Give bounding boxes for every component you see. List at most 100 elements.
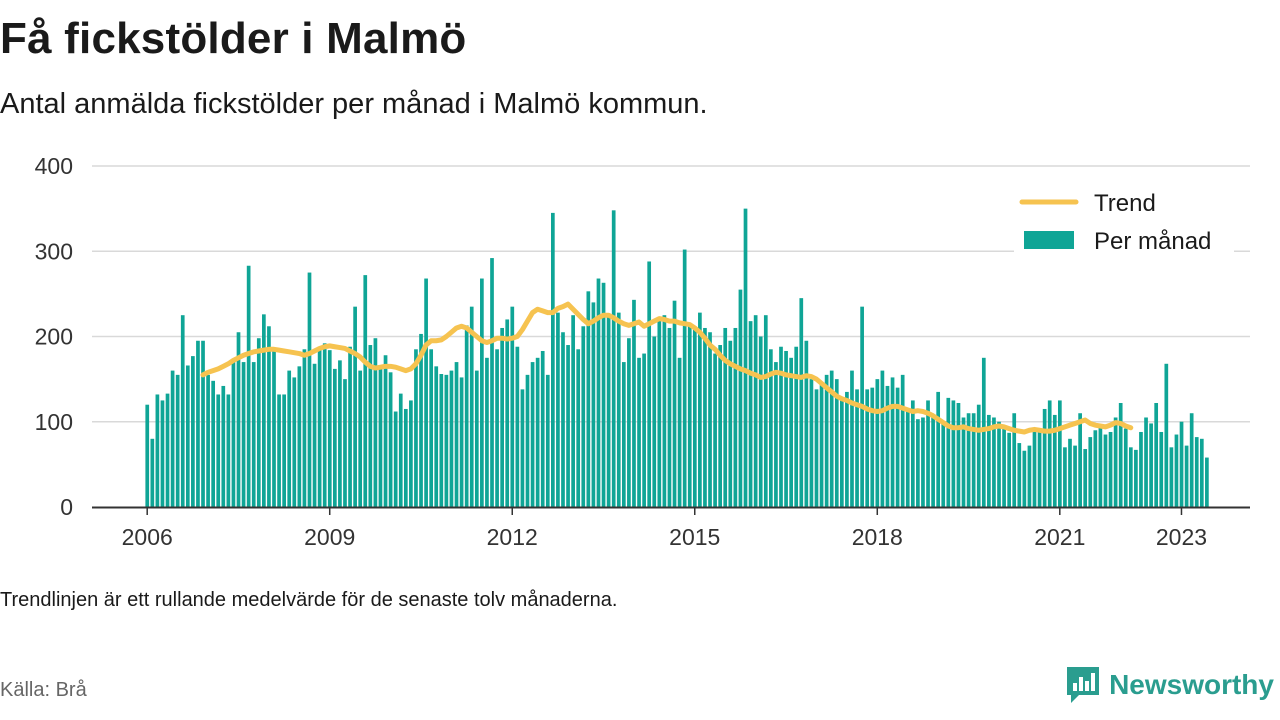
bar [1078,413,1082,507]
bar [1123,428,1128,507]
bar [850,370,854,507]
bar [353,306,357,507]
bar [1037,430,1042,507]
brand-name: Newsworthy [1109,669,1274,700]
bar [1118,403,1123,507]
bar [966,413,971,507]
bar [216,394,221,507]
bar-chart-speech-bubble-icon [1067,667,1100,703]
bar [809,379,814,508]
bar [992,417,996,507]
bar [545,374,550,507]
bar [327,350,332,507]
bar [738,289,743,507]
bar [753,315,758,507]
bar [231,362,236,507]
bar [789,357,793,507]
bar [368,345,373,507]
bar [855,389,859,507]
bar [606,315,611,507]
bar [586,291,591,507]
bar [1063,447,1067,507]
bar [1088,437,1093,507]
bar [180,315,185,507]
bar [414,349,418,507]
bar [627,338,631,507]
bar [880,370,885,507]
bar [703,327,707,507]
bar [444,374,449,507]
bar [1017,443,1022,507]
bar [378,366,383,507]
bar [997,421,1001,507]
bar [1199,438,1204,507]
bar [388,372,393,507]
bar [951,400,956,507]
bar [165,393,170,507]
x-tick-label: 2009 [304,524,355,550]
bar [1058,400,1062,507]
bar [839,397,844,507]
bar [910,400,915,507]
bar [525,374,530,507]
bar [981,357,986,507]
bar [439,374,444,507]
bar [226,394,231,507]
bar [490,258,494,507]
bar [535,357,540,507]
bar [282,394,286,507]
bar [520,389,525,507]
legend-background [1014,180,1234,266]
bar [657,319,662,507]
bar [1154,403,1159,507]
bar [201,340,205,507]
bar [647,261,652,507]
bar [251,362,256,507]
y-tick-label: 200 [35,324,73,350]
bar [505,319,510,507]
y-tick-label: 100 [35,409,73,435]
bar [338,360,342,507]
y-tick-label: 0 [60,494,73,520]
bar [449,370,454,507]
bar [611,210,616,507]
bar [409,400,413,507]
bar [1032,431,1037,507]
bar [794,346,799,507]
bar [829,370,834,507]
bar [459,377,464,507]
bar [287,370,292,507]
bar [814,389,819,507]
bar [1169,447,1174,507]
bar [1027,445,1032,507]
bar [1093,430,1098,507]
bar [758,336,763,507]
bar [348,346,352,507]
bar [596,278,601,507]
bar [1184,445,1189,507]
bar [1083,449,1088,507]
bar [485,357,489,507]
bar [221,385,226,507]
bar [150,438,155,507]
bar [1174,434,1179,507]
bar [621,362,626,507]
bar [267,326,271,507]
bar [185,365,190,507]
bar [1012,413,1017,507]
bar [358,370,363,507]
bar [398,393,403,507]
bar [931,414,935,507]
bar [1179,421,1184,507]
bar [672,300,677,507]
bar [1128,447,1133,507]
bar [865,389,870,507]
bar [292,377,297,507]
bar [510,306,515,507]
bar [383,355,388,507]
bar [713,353,717,507]
legend-trend-label: Trend [1094,190,1156,217]
bar [637,357,641,507]
bar [1047,400,1052,507]
bar [632,299,636,507]
